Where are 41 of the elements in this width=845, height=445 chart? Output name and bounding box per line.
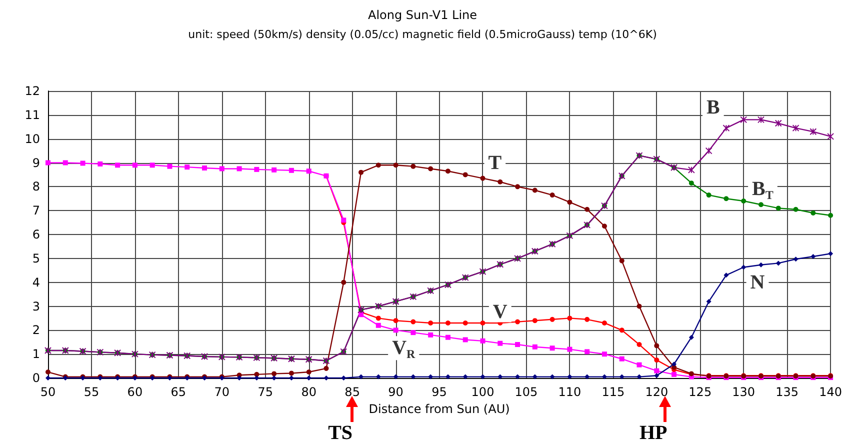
x-tick-label: 100 [471, 385, 494, 399]
y-tick-label: 9 [32, 156, 40, 170]
x-tick-label: 115 [602, 385, 625, 399]
y-tick-label: 3 [32, 299, 40, 314]
y-tick-label: 6 [32, 228, 40, 242]
x-tick-label: 60 [127, 385, 143, 399]
chart-subtitle: unit: speed (50km/s) density (0.05/cc) magnetic field (0.5microGauss) temp (10^6K) [188, 28, 657, 41]
annotation: HP [639, 422, 668, 444]
y-tick-label: 8 [32, 180, 40, 194]
x-tick-label: 95 [432, 385, 447, 399]
x-tick-label: 90 [388, 385, 404, 399]
x-tick-label: 120 [645, 385, 668, 399]
chart-title: Along Sun-V1 Line [368, 8, 478, 22]
x-tick-label: 105 [514, 385, 538, 399]
x-tick-label: 85 [344, 385, 360, 399]
y-tick-label: 0 [32, 371, 40, 385]
y-tick-label: 12 [24, 84, 40, 98]
annotation: TS [328, 422, 353, 444]
annotation: T [488, 152, 502, 174]
x-tick-label: 140 [819, 385, 842, 399]
y-tick-label: 2 [32, 323, 40, 338]
x-tick-label: 75 [258, 385, 274, 399]
x-axis-title: Distance from Sun (AU) [368, 402, 510, 416]
y-tick-label: 1 [32, 347, 40, 362]
annotation: N [750, 271, 766, 294]
x-tick-label: 110 [558, 385, 582, 399]
x-tick-label: 80 [301, 385, 316, 399]
x-tick-label: 65 [170, 385, 186, 399]
x-tick-label: 130 [732, 385, 756, 399]
x-tick-label: 70 [214, 385, 230, 399]
y-tick-label: 4 [32, 275, 40, 290]
y-tick-label: 5 [32, 251, 40, 266]
annotation: V [492, 301, 508, 324]
x-tick-label: 135 [776, 385, 799, 399]
x-tick-label: 55 [84, 385, 100, 399]
y-tick-label: 7 [32, 204, 40, 218]
y-tick-label: 11 [24, 108, 40, 122]
y-tick-label: 10 [24, 132, 40, 146]
x-tick-label: 50 [40, 385, 56, 399]
x-tick-label: 125 [688, 385, 712, 399]
annotation: B [706, 96, 720, 119]
